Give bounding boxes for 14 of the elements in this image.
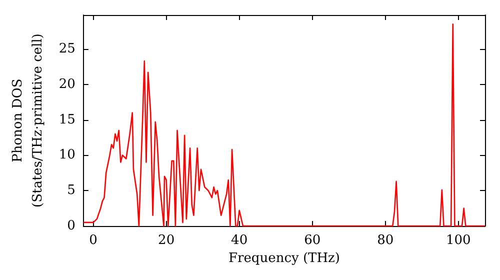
y-tick-label: 20	[58, 76, 76, 92]
x-tick-label: 20	[158, 233, 175, 248]
y-axis-title: Phonon DOS (States/THz·primitive cell)	[10, 33, 46, 208]
y-tick-label: 25	[58, 41, 76, 56]
x-tick-label: 100	[446, 233, 471, 248]
y-tick-label: 10	[58, 148, 76, 163]
y-tick-label: 5	[67, 183, 76, 198]
y-tick-label: 15	[58, 112, 76, 128]
y-tick-label: 0	[67, 218, 76, 234]
x-tick-label: 0	[89, 233, 98, 248]
x-tick-label: 80	[377, 233, 394, 248]
x-tick-label: 40	[231, 233, 248, 248]
x-tick-label: 60	[304, 233, 321, 248]
x-axis-title: Frequency (THz)	[228, 250, 340, 266]
